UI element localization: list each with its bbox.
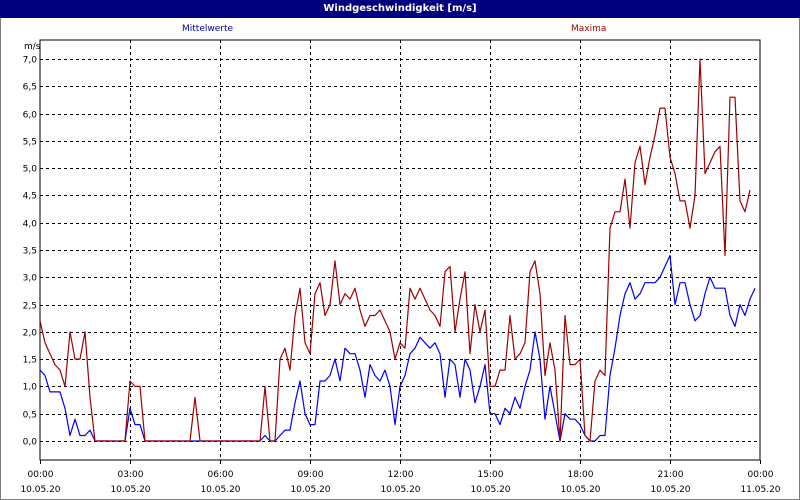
legend-mittelwerte: Mittelwerte — [182, 24, 234, 34]
x-tick-date: 10.05.20 — [110, 485, 150, 495]
y-tick-label: 3,5 — [23, 247, 37, 257]
series-line-maxima — [39, 58, 751, 442]
y-tick-label: 5,0 — [23, 165, 38, 175]
y-tick-label: 2,5 — [23, 302, 37, 312]
x-tick-date: 10.05.20 — [200, 485, 240, 495]
x-tick-date: 10.05.20 — [650, 485, 690, 495]
x-tick-date: 10.05.20 — [20, 485, 60, 495]
x-tick-date: 10.05.20 — [560, 485, 600, 495]
x-tick-time: 09:00 — [298, 470, 324, 480]
x-tick-date: 11.05.20 — [740, 485, 780, 495]
y-tick-label: 6,5 — [23, 83, 37, 93]
x-tick-time: 00:00 — [748, 470, 774, 480]
x-tick-time: 00:00 — [28, 470, 54, 480]
x-tick-time: 18:00 — [568, 470, 594, 480]
y-tick-label: 0,5 — [23, 411, 37, 421]
x-tick-time: 15:00 — [478, 470, 504, 480]
y-tick-label: 1,0 — [23, 383, 38, 393]
x-tick-time: 12:00 — [388, 470, 414, 480]
x-tick-date: 10.05.20 — [470, 485, 510, 495]
x-tick-date: 10.05.20 — [380, 485, 420, 495]
legend-maxima: Maxima — [571, 24, 607, 34]
y-tick-label: 7,0 — [23, 56, 38, 66]
y-tick-label: 1,5 — [23, 356, 37, 366]
chart-title: Windgeschwindigkeit [m/s] — [0, 0, 800, 18]
x-tick-time: 03:00 — [118, 470, 144, 480]
x-tick-date: 10.05.20 — [290, 485, 330, 495]
y-tick-label: 2,0 — [23, 329, 38, 339]
y-axis-label: m/s — [24, 42, 41, 52]
y-tick-label: 6,0 — [23, 111, 38, 121]
y-tick-label: 3,0 — [23, 274, 38, 284]
y-tick-label: 4,0 — [23, 220, 38, 230]
y-tick-label: 0,0 — [23, 438, 38, 448]
y-tick-label: 5,5 — [23, 138, 37, 148]
y-tick-label: 4,5 — [23, 192, 37, 202]
x-tick-time: 21:00 — [658, 470, 684, 480]
x-tick-time: 06:00 — [208, 470, 234, 480]
